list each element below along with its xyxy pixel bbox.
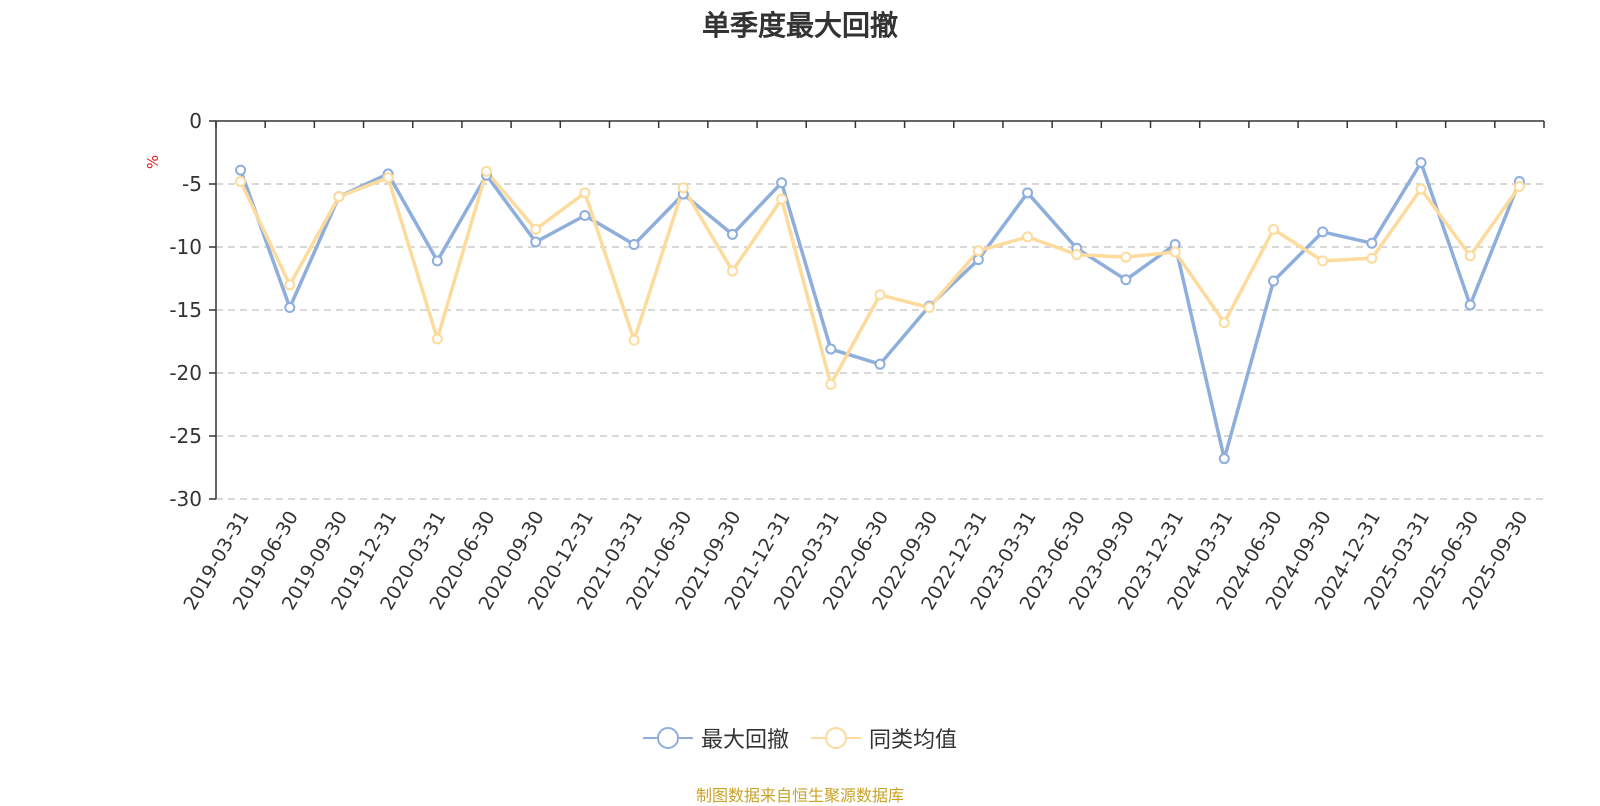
data-point-series-1 [1317,226,1329,238]
data-point-series-2 [284,279,296,291]
legend-item-series-1[interactable]: 最大回撤 [642,722,789,754]
data-point-series-1 [1366,237,1378,249]
data-point-series-1 [776,177,788,189]
y-axis-label: % [144,155,162,169]
series-line-2 [239,169,1521,387]
data-point-series-2 [677,182,689,194]
data-point-series-1 [825,343,837,355]
data-point-series-2 [1415,183,1427,195]
data-point-series-2 [1317,255,1329,267]
y-tick-label: -5 [182,172,202,196]
data-point-series-2 [628,334,640,346]
data-point-series-1 [628,238,640,250]
legend-marker-series-1 [642,727,693,749]
y-tick-label: -20 [169,361,202,385]
data-point-series-1 [579,210,591,221]
data-point-series-2 [1120,251,1132,263]
data-point-series-2 [579,187,591,199]
y-tick-label: -30 [169,487,202,511]
data-point-series-1 [726,228,738,240]
y-tick-label: -10 [169,235,202,259]
y-tick-label: 0 [189,109,202,133]
data-point-series-1 [284,301,296,313]
data-point-series-2 [333,191,345,203]
data-point-series-2 [1464,250,1476,262]
data-point-series-2 [825,378,837,390]
data-point-series-2 [1513,181,1525,193]
data-point-series-2 [530,223,542,235]
chart-title: 单季度最大回撤 [701,9,898,42]
data-point-series-1 [1267,275,1279,287]
data-point-series-2 [1169,246,1181,258]
data-point-series-1 [1218,453,1230,465]
y-tick-label: -15 [169,298,202,322]
data-point-series-2 [235,175,247,187]
source-note: 制图数据来自恒生聚源数据库 [695,786,904,805]
data-point-series-1 [235,164,247,176]
data-point-series-1 [431,255,443,267]
data-point-series-1 [530,236,542,248]
data-point-series-1 [972,254,984,266]
data-point-series-1 [874,358,886,370]
data-point-series-2 [1071,249,1083,261]
legend-label-series-1: 最大回撤 [700,728,789,753]
data-point-series-2 [923,301,935,313]
data-point-series-1 [1022,187,1034,199]
y-tick-label: -25 [169,424,202,448]
data-point-series-2 [874,289,886,301]
legend-marker-series-2 [811,727,861,749]
data-point-series-2 [972,245,984,257]
data-point-series-1 [1415,157,1427,169]
legend-item-series-2[interactable]: 同类均值 [811,722,957,754]
data-point-series-2 [1218,317,1230,329]
data-point-series-2 [776,193,788,205]
data-point-series-2 [1267,223,1279,235]
data-point-series-1 [1120,274,1132,286]
data-point-series-2 [726,265,738,277]
legend: 最大回撤 同类均值 [0,722,1600,754]
data-point-series-2 [481,165,493,177]
data-point-series-1 [1464,299,1476,311]
data-point-series-2 [1366,252,1378,264]
data-point-series-2 [431,333,443,345]
data-point-series-2 [382,172,394,184]
legend-label-series-2: 同类均值 [869,728,958,753]
data-point-series-2 [1022,231,1034,243]
